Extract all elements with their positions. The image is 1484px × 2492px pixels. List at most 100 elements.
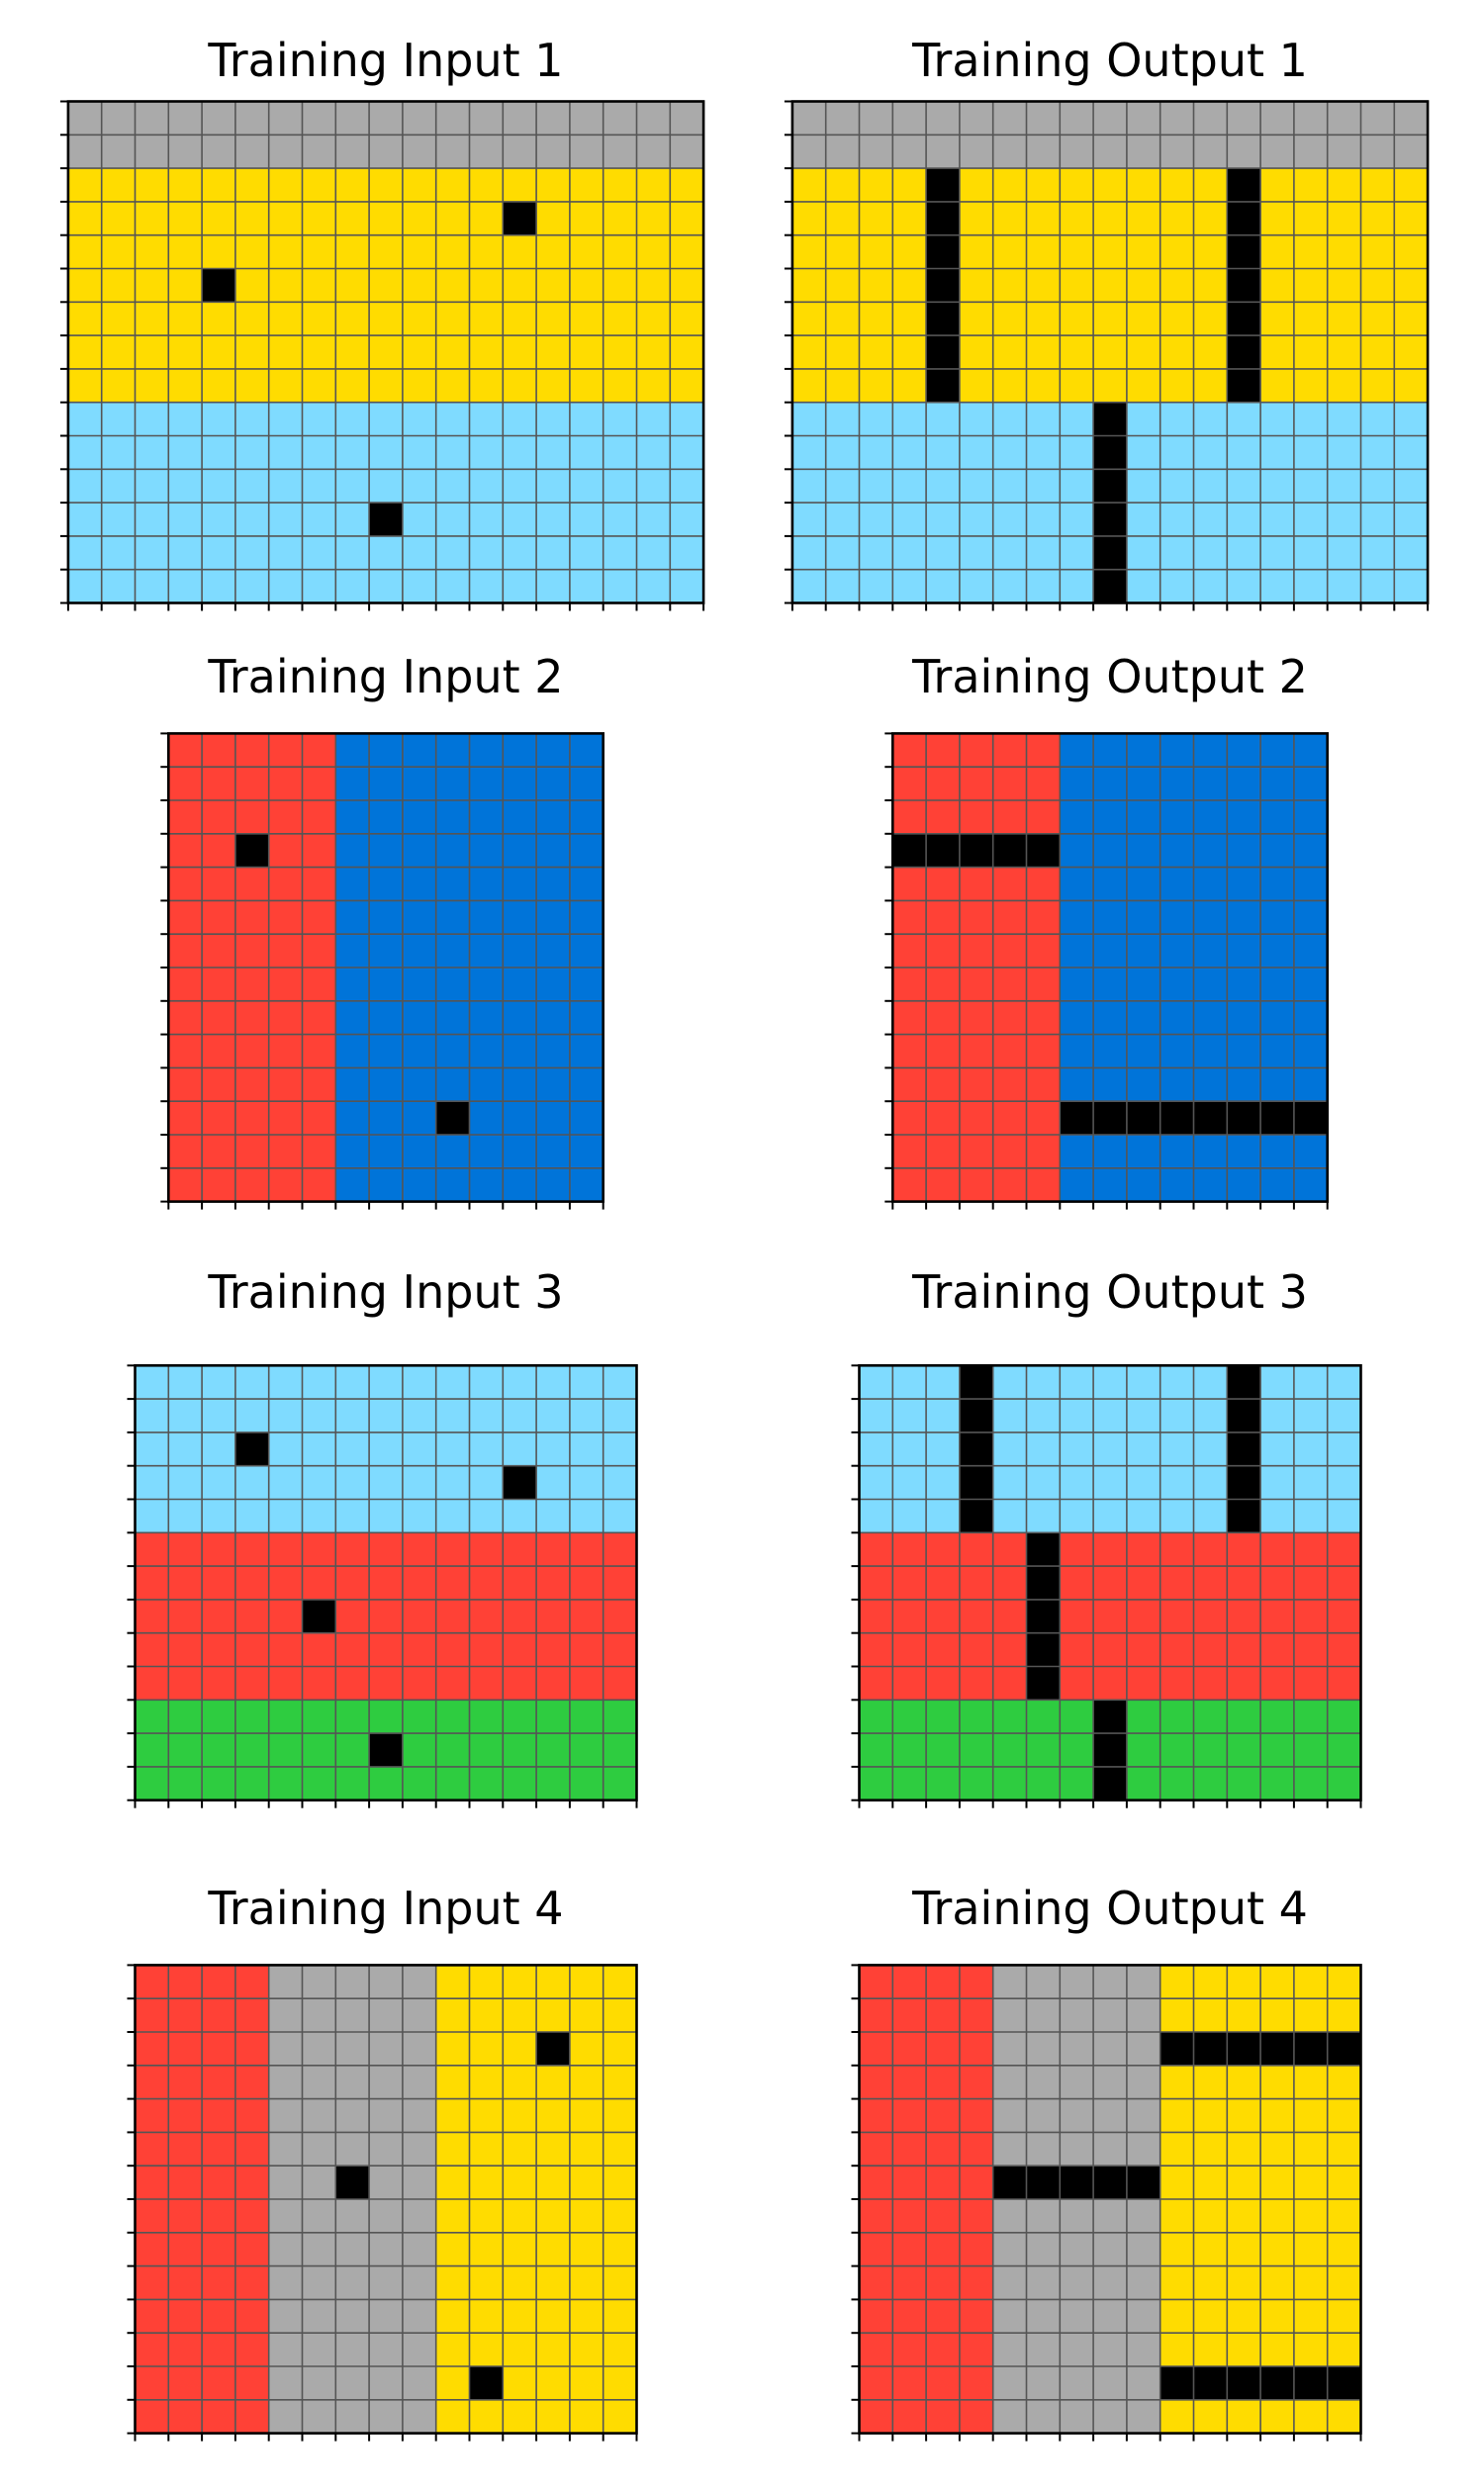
grid-cell [569, 1431, 603, 1466]
grid-cell [435, 2299, 470, 2334]
grid-cell [1327, 569, 1361, 603]
grid-cell [469, 1766, 504, 1800]
grid-cell [435, 1700, 470, 1734]
grid-cell [168, 2132, 203, 2167]
grid-cell [825, 302, 860, 336]
grid-cell [892, 1733, 927, 1768]
grid-cell [369, 2366, 404, 2401]
grid-cell [135, 201, 169, 235]
grid-cell [335, 1700, 370, 1734]
grid-cell [503, 2299, 537, 2334]
grid-cell [1327, 1733, 1361, 1768]
grid-cell [959, 368, 993, 403]
grid-cell [168, 2232, 203, 2266]
grid-cell [1093, 2265, 1128, 2300]
grid-cell [1360, 101, 1395, 136]
grid-cell [234, 335, 269, 370]
grid-cell [503, 1632, 537, 1667]
grid-cell [859, 1700, 893, 1734]
grid-cell [636, 135, 671, 169]
grid-cell [1159, 1599, 1194, 1633]
grid-cell [1159, 201, 1194, 235]
grid-cell [1093, 1000, 1128, 1035]
grid-cell [503, 503, 537, 537]
grid-cell [1093, 101, 1128, 136]
grid-cell [1126, 1000, 1160, 1035]
grid-cell [569, 2399, 603, 2434]
grid-cell [603, 1599, 637, 1633]
grid-cell [435, 833, 470, 868]
grid-cell [791, 503, 826, 537]
grid-cell [1193, 1101, 1228, 1136]
grid-cell [234, 1733, 269, 1768]
grid-cell [1360, 535, 1395, 570]
grid-cell [168, 1666, 203, 1701]
grid-cell [1159, 2366, 1194, 2401]
grid-cell [569, 2333, 603, 2367]
grid-cell [569, 2299, 603, 2334]
grid-cell [435, 535, 470, 570]
grid-cell [202, 1000, 236, 1035]
grid-cell [1026, 2333, 1061, 2367]
grid-cell [335, 1965, 370, 1999]
grid-cell [1227, 1700, 1261, 1734]
grid-cell [503, 2166, 537, 2200]
grid-cell [1360, 368, 1395, 403]
grid-cell [435, 2199, 470, 2234]
grid-cell [670, 135, 704, 169]
grid-lines [859, 1365, 1361, 1800]
grid-cell [926, 2032, 961, 2067]
grid-cell [1227, 867, 1261, 901]
grid-cell [168, 168, 203, 203]
grid-cell [926, 335, 961, 370]
grid-cell [268, 1599, 303, 1633]
grid-cell [1193, 201, 1228, 235]
grid-cell [569, 368, 603, 403]
grid-cell [268, 1499, 303, 1533]
grid-cell [234, 201, 269, 235]
grid-cell [892, 1666, 927, 1701]
grid-cell [1060, 168, 1094, 203]
grid-cell [603, 201, 637, 235]
grid-cell [603, 2333, 637, 2367]
grid-cell [569, 402, 603, 436]
grid-cell [268, 2399, 303, 2434]
grid-cell [1093, 402, 1128, 436]
grid-cell [1193, 535, 1228, 570]
grid-cell [959, 2166, 993, 2200]
grid-cell [1360, 234, 1395, 269]
grid-cell [1227, 435, 1261, 470]
grid-cell [135, 2333, 169, 2367]
grid-cell [636, 569, 671, 603]
grid-cell [926, 1431, 961, 1466]
grid-cell [469, 135, 504, 169]
grid-cell [202, 968, 236, 1002]
grid-cell [469, 1431, 504, 1466]
grid-cell [168, 733, 203, 768]
grid-cell [1026, 2199, 1061, 2234]
grid-cell [1360, 435, 1395, 470]
grid-cell [959, 1599, 993, 1633]
grid-cell [435, 1766, 470, 1800]
grid-cell [1159, 1431, 1194, 1466]
grid-cell [926, 1599, 961, 1633]
grid-cell [1327, 535, 1361, 570]
grid-cell [892, 2333, 927, 2367]
grid-cell [1193, 1566, 1228, 1601]
grid-cell [1360, 302, 1395, 336]
grid-cell [1026, 168, 1061, 203]
grid-cell [926, 1700, 961, 1734]
grid-cell [536, 2299, 571, 2334]
grid-cell [168, 469, 203, 504]
grid-cell [926, 2299, 961, 2334]
grid-cell [992, 435, 1027, 470]
grid-cell [234, 1666, 269, 1701]
grid-cell [1227, 1465, 1261, 1500]
grid-cell [1260, 1998, 1295, 2033]
grid-cell [67, 135, 102, 169]
grid-cell [1093, 2333, 1128, 2367]
grid-cell [959, 1431, 993, 1466]
grid-cell [369, 1000, 404, 1035]
grid-cell [926, 569, 961, 603]
grid-cell [402, 767, 436, 801]
